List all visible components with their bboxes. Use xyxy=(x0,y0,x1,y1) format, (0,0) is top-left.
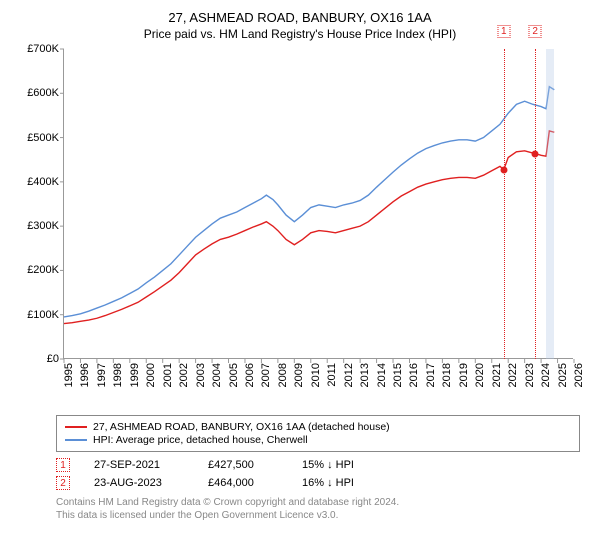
y-tick-label: £400K xyxy=(15,176,59,188)
x-tick-label: 2006 xyxy=(244,363,256,387)
x-tick-label: 2019 xyxy=(458,363,470,387)
x-tick-label: 2020 xyxy=(474,363,486,387)
sale-row-delta: 15% ↓ HPI xyxy=(302,459,354,471)
series-price_paid xyxy=(64,131,554,324)
sale-row-delta: 16% ↓ HPI xyxy=(302,477,354,489)
sale-row-price: £427,500 xyxy=(208,459,278,471)
x-tick-label: 2002 xyxy=(178,363,190,387)
x-tick-label: 1999 xyxy=(129,363,141,387)
sale-row-date: 27-SEP-2021 xyxy=(94,459,184,471)
sale-row-1: 1 27-SEP-2021 £427,500 15% ↓ HPI xyxy=(56,458,580,472)
legend-label: 27, ASHMEAD ROAD, BANBURY, OX16 1AA (det… xyxy=(93,421,390,433)
y-tick-label: £100K xyxy=(15,309,59,321)
x-tick-label: 2013 xyxy=(359,363,371,387)
x-tick-label: 2011 xyxy=(326,363,338,387)
legend-row-hpi: HPI: Average price, detached house, Cher… xyxy=(65,434,571,446)
sale-row-date: 23-AUG-2023 xyxy=(94,477,184,489)
chart-area: £0£100K£200K£300K£400K£500K£600K£700K 12… xyxy=(15,49,585,409)
sale-marker-line-1 xyxy=(504,49,505,359)
legend: 27, ASHMEAD ROAD, BANBURY, OX16 1AA (det… xyxy=(56,415,580,452)
plot-region: 12 xyxy=(63,49,573,359)
legend-row-price_paid: 27, ASHMEAD ROAD, BANBURY, OX16 1AA (det… xyxy=(65,421,571,433)
x-tick-label: 2010 xyxy=(310,363,322,387)
footer-line-1: Contains HM Land Registry data © Crown c… xyxy=(56,496,580,509)
x-tick-label: 2000 xyxy=(145,363,157,387)
x-axis: 1995 1996 1997 1998 1999 2000 2001 2002 2003 2004… xyxy=(63,359,573,409)
x-tick-label: 2007 xyxy=(260,363,272,387)
x-tick-label: 2004 xyxy=(211,363,223,387)
x-tick-label: 2015 xyxy=(392,363,404,387)
sale-row-price: £464,000 xyxy=(208,477,278,489)
x-tick-label: 2023 xyxy=(524,363,536,387)
x-tick-label: 2005 xyxy=(228,363,240,387)
y-tick-label: £200K xyxy=(15,264,59,276)
x-tick-label: 1998 xyxy=(112,363,124,387)
x-tick-label: 2017 xyxy=(425,363,437,387)
y-tick-label: £700K xyxy=(15,43,59,55)
sale-marker-label-2: 2 xyxy=(529,25,542,38)
x-tick-label: 2024 xyxy=(540,363,552,387)
x-tick-label: 1997 xyxy=(96,363,108,387)
x-tick-label: 2012 xyxy=(343,363,355,387)
y-tick-label: £300K xyxy=(15,220,59,232)
x-tick-label: 2009 xyxy=(293,363,305,387)
y-tick-label: £0 xyxy=(15,353,59,365)
footer-attribution: Contains HM Land Registry data © Crown c… xyxy=(56,496,580,522)
legend-swatch xyxy=(65,439,87,441)
x-tick-label: 1995 xyxy=(63,363,75,387)
x-tick-label: 2022 xyxy=(507,363,519,387)
sale-row-marker: 1 xyxy=(56,458,70,472)
forecast-shade xyxy=(546,49,554,359)
footer-line-2: This data is licensed under the Open Gov… xyxy=(56,509,580,522)
x-tick-label: 2008 xyxy=(277,363,289,387)
sale-marker-label-1: 1 xyxy=(497,25,510,38)
sale-row-marker: 2 xyxy=(56,476,70,490)
sale-marker-dot-1 xyxy=(500,166,507,173)
x-tick-label: 2014 xyxy=(376,363,388,387)
y-tick-label: £500K xyxy=(15,132,59,144)
sales-table: 1 27-SEP-2021 £427,500 15% ↓ HPI 2 23-AUG-202… xyxy=(8,458,592,490)
x-tick-label: 2018 xyxy=(441,363,453,387)
legend-label: HPI: Average price, detached house, Cher… xyxy=(93,434,308,446)
x-tick-label: 1996 xyxy=(79,363,91,387)
x-tick-label: 2001 xyxy=(162,363,174,387)
x-tick-label: 2025 xyxy=(557,363,569,387)
legend-swatch xyxy=(65,426,87,428)
x-tick-label: 2026 xyxy=(573,363,585,387)
sale-marker-dot-2 xyxy=(532,150,539,157)
sale-row-2: 2 23-AUG-2023 £464,000 16% ↓ HPI xyxy=(56,476,580,490)
y-tick-label: £600K xyxy=(15,87,59,99)
chart-title: 27, ASHMEAD ROAD, BANBURY, OX16 1AA xyxy=(8,10,592,25)
y-axis: £0£100K£200K£300K£400K£500K£600K£700K xyxy=(15,49,63,359)
x-tick-label: 2003 xyxy=(195,363,207,387)
sale-marker-line-2 xyxy=(535,49,536,359)
plot-svg xyxy=(64,49,574,359)
x-tick-label: 2016 xyxy=(408,363,420,387)
x-tick-label: 2021 xyxy=(491,363,503,387)
series-hpi xyxy=(64,87,554,317)
